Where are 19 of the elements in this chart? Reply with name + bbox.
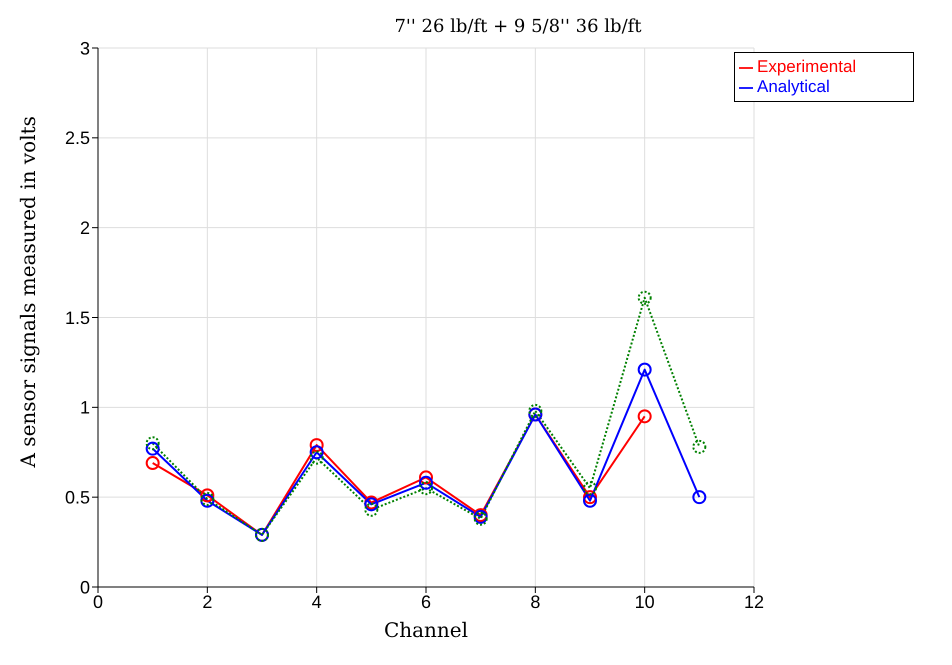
y-tick-label: 2.5 xyxy=(64,128,90,148)
chart-title: 7'' 26 lb/ft + 9 5/8'' 36 lb/ft xyxy=(394,16,642,37)
x-tick-label: 6 xyxy=(420,592,432,612)
x-tick-label: 0 xyxy=(92,592,104,612)
y-axis-title: A sensor signals measured in volts xyxy=(16,116,40,468)
x-axis-title: Channel xyxy=(384,618,468,642)
y-tick-label: 2 xyxy=(80,218,90,238)
x-tick-label: 8 xyxy=(530,592,540,612)
y-tick-label: 1.5 xyxy=(64,308,90,328)
x-tick-label: 4 xyxy=(312,592,322,612)
y-tick-label: 1 xyxy=(80,398,90,418)
x-tick-label: 2 xyxy=(202,592,212,612)
x-tick-label: 12 xyxy=(744,592,764,612)
y-tick-label: 3 xyxy=(80,38,90,58)
legend-label: Analytical xyxy=(757,77,830,96)
y-tick-label: 0.5 xyxy=(64,488,90,508)
legend-label: Experimental xyxy=(757,57,856,76)
y-tick-label: 0 xyxy=(80,577,90,598)
x-tick-label: 10 xyxy=(634,592,655,612)
